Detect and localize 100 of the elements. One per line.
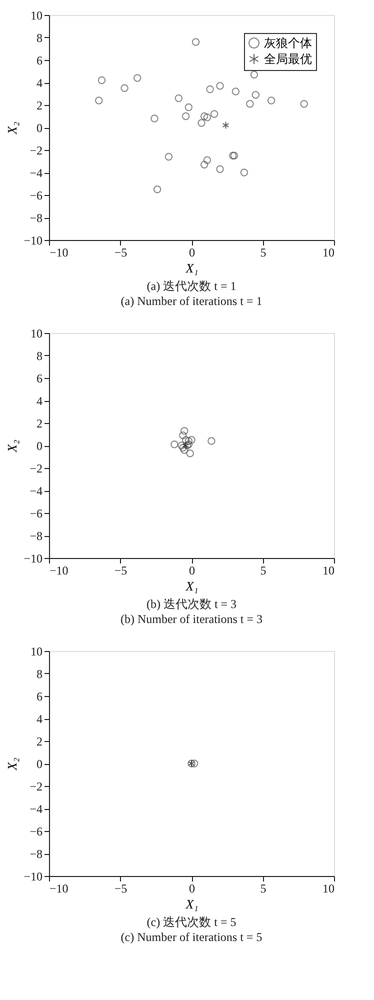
legend-label: 灰狼个体	[264, 36, 312, 50]
point	[267, 96, 276, 104]
x-tick-label: 5	[260, 246, 266, 260]
x-tick-label: −5	[114, 246, 128, 260]
x-axis-title: X₁	[184, 578, 198, 594]
point	[200, 112, 208, 120]
y-axis-title: X₂	[4, 439, 20, 454]
y-tick-label: 10	[30, 644, 42, 658]
x-tick-label: 0	[189, 564, 195, 578]
x-tick-label: 5	[260, 882, 266, 896]
x-tick-label: 0	[189, 246, 195, 260]
y-tick-label: 6	[36, 690, 42, 704]
point	[179, 444, 187, 452]
y-tick-label: 0	[36, 121, 42, 135]
x-tick-label: −5	[114, 882, 128, 896]
y-axis-title: X₂	[4, 757, 20, 772]
text: (a) 迭代次数 t = 1	[146, 279, 236, 293]
point	[206, 85, 214, 94]
y-tick-label: 8	[36, 31, 42, 45]
y-tick-label: 2	[36, 98, 42, 112]
point	[182, 436, 190, 444]
point	[184, 103, 193, 112]
point	[186, 450, 194, 458]
y-tick-label: −4	[30, 484, 42, 498]
x-tick-label: 5	[260, 564, 266, 578]
point	[216, 165, 224, 173]
y-tick-label: 4	[36, 394, 42, 408]
x-tick-label: −10	[50, 246, 68, 260]
legend-label: 全局最优	[264, 52, 312, 66]
point	[164, 152, 173, 161]
x-tick-label: 0	[189, 882, 195, 896]
y-tick-label: −2	[30, 462, 42, 476]
y-tick-label: 4	[36, 712, 42, 726]
x-axis-title: X₁	[184, 260, 198, 276]
point	[240, 168, 248, 176]
point	[210, 110, 218, 118]
point	[250, 70, 258, 78]
x-tick-label: −10	[50, 564, 68, 578]
text: (b) Number of iterations t = 3	[120, 612, 263, 626]
point	[222, 121, 230, 130]
point	[179, 432, 187, 440]
point	[98, 76, 106, 84]
point	[208, 437, 216, 445]
y-tick-label: 0	[36, 439, 42, 453]
y-axis-title: X₂	[4, 121, 20, 136]
text: (b) 迭代次数 t = 3	[146, 597, 237, 611]
y-tick-label: 0	[36, 757, 42, 771]
point	[182, 112, 190, 120]
y-tick-label: −4	[30, 802, 42, 816]
y-tick-label: 2	[36, 416, 42, 430]
y-tick-label: 10	[30, 8, 42, 22]
point	[232, 88, 240, 96]
y-tick-label: −4	[30, 166, 42, 180]
y-tick-label: −6	[30, 824, 42, 838]
y-tick-label: −10	[24, 870, 42, 884]
point	[120, 84, 128, 92]
y-tick-label: 6	[36, 372, 42, 386]
y-tick-label: −8	[30, 529, 42, 543]
point	[300, 100, 308, 108]
text: (c) Number of iterations t = 5	[120, 930, 262, 944]
point	[216, 82, 224, 90]
y-tick-label: −10	[24, 234, 42, 248]
point	[150, 114, 158, 122]
y-tick-label: −10	[24, 552, 42, 566]
y-tick-label: 6	[36, 54, 42, 68]
point	[153, 186, 162, 194]
x-tick-label: −5	[114, 564, 128, 578]
x-tick-label: 10	[322, 246, 334, 260]
point	[246, 100, 254, 108]
point	[203, 114, 212, 122]
point	[180, 446, 188, 454]
point	[170, 440, 178, 448]
y-tick-label: −8	[30, 211, 42, 225]
point	[198, 119, 206, 127]
x-tick-label: 10	[322, 564, 334, 578]
y-tick-label: −2	[30, 780, 42, 794]
point	[95, 96, 103, 104]
point	[188, 436, 196, 444]
point	[200, 160, 208, 168]
y-tick-label: −6	[30, 506, 42, 520]
point	[252, 91, 260, 99]
point	[192, 38, 200, 46]
x-tick-label: −10	[50, 882, 68, 896]
y-tick-label: −2	[30, 144, 42, 158]
point	[184, 437, 193, 445]
y-tick-label: 2	[36, 734, 42, 748]
text: (c) 迭代次数 t = 5	[146, 915, 236, 929]
point	[203, 156, 212, 164]
y-tick-label: −8	[30, 847, 42, 861]
x-axis-title: X₁	[184, 896, 198, 912]
y-tick-label: 8	[36, 667, 42, 681]
point	[178, 442, 186, 450]
text: (a) Number of iterations t = 1	[120, 294, 262, 308]
point	[174, 94, 183, 102]
y-tick-label: 10	[30, 326, 42, 340]
point	[133, 74, 142, 82]
x-tick-label: 10	[322, 882, 334, 896]
point	[180, 427, 188, 435]
y-tick-label: 4	[36, 76, 42, 90]
y-tick-label: 8	[36, 349, 42, 363]
